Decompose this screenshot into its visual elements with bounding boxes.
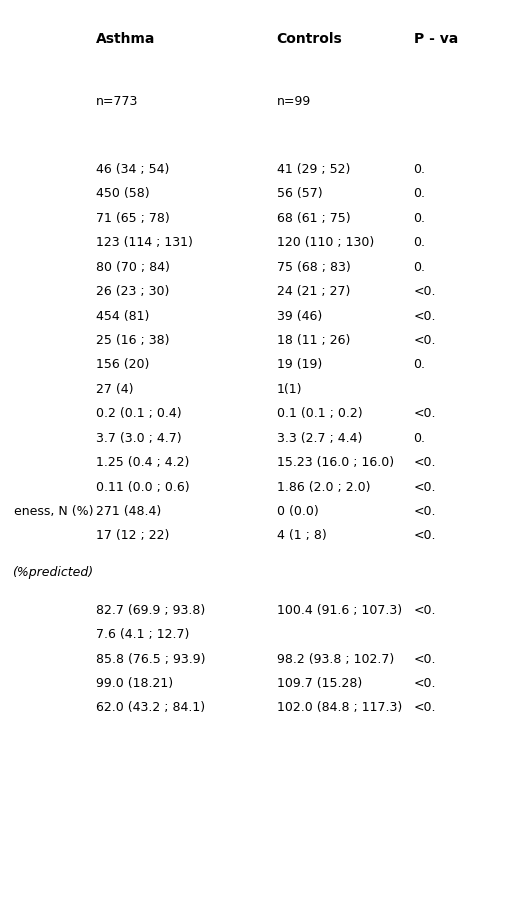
- Text: eness, N (%): eness, N (%): [13, 505, 93, 518]
- Text: 3.3 (2.7 ; 4.4): 3.3 (2.7 ; 4.4): [277, 432, 362, 444]
- Text: 46 (34 ; 54): 46 (34 ; 54): [96, 163, 169, 176]
- Text: 17 (12 ; 22): 17 (12 ; 22): [96, 529, 169, 542]
- Text: 120 (110 ; 130): 120 (110 ; 130): [277, 236, 374, 249]
- Text: <0.: <0.: [414, 310, 436, 322]
- Text: <0.: <0.: [414, 677, 436, 690]
- Text: 24 (21 ; 27): 24 (21 ; 27): [277, 285, 350, 298]
- Text: <0.: <0.: [414, 653, 436, 665]
- Text: 450 (58): 450 (58): [96, 187, 149, 200]
- Text: 71 (65 ; 78): 71 (65 ; 78): [96, 212, 170, 224]
- Text: 1.25 (0.4 ; 4.2): 1.25 (0.4 ; 4.2): [96, 456, 189, 469]
- Text: 27 (4): 27 (4): [96, 383, 133, 395]
- Text: <0.: <0.: [414, 505, 436, 518]
- Text: 26 (23 ; 30): 26 (23 ; 30): [96, 285, 169, 298]
- Text: <0.: <0.: [414, 407, 436, 420]
- Text: <0.: <0.: [414, 701, 436, 714]
- Text: 100.4 (91.6 ; 107.3): 100.4 (91.6 ; 107.3): [277, 604, 402, 616]
- Text: <0.: <0.: [414, 334, 436, 347]
- Text: 0.11 (0.0 ; 0.6): 0.11 (0.0 ; 0.6): [96, 481, 189, 493]
- Text: 0 (0.0): 0 (0.0): [277, 505, 318, 518]
- Text: 102.0 (84.8 ; 117.3): 102.0 (84.8 ; 117.3): [277, 701, 402, 714]
- Text: 271 (48.4): 271 (48.4): [96, 505, 161, 518]
- Text: 0.: 0.: [414, 212, 425, 224]
- Text: 1(1): 1(1): [277, 383, 302, 395]
- Text: 62.0 (43.2 ; 84.1): 62.0 (43.2 ; 84.1): [96, 701, 205, 714]
- Text: P - va: P - va: [414, 32, 458, 45]
- Text: 0.: 0.: [414, 163, 425, 176]
- Text: 15.23 (16.0 ; 16.0): 15.23 (16.0 ; 16.0): [277, 456, 394, 469]
- Text: 98.2 (93.8 ; 102.7): 98.2 (93.8 ; 102.7): [277, 653, 394, 665]
- Text: 454 (81): 454 (81): [96, 310, 149, 322]
- Text: <0.: <0.: [414, 604, 436, 616]
- Text: 19 (19): 19 (19): [277, 358, 322, 371]
- Text: Asthma: Asthma: [96, 32, 155, 45]
- Text: n=99: n=99: [277, 95, 311, 108]
- Text: 99.0 (18.21): 99.0 (18.21): [96, 677, 173, 690]
- Text: 109.7 (15.28): 109.7 (15.28): [277, 677, 362, 690]
- Text: 0.1 (0.1 ; 0.2): 0.1 (0.1 ; 0.2): [277, 407, 362, 420]
- Text: 56 (57): 56 (57): [277, 187, 322, 200]
- Text: 0.: 0.: [414, 261, 425, 273]
- Text: 80 (70 ; 84): 80 (70 ; 84): [96, 261, 170, 273]
- Text: Controls: Controls: [277, 32, 342, 45]
- Text: 25 (16 ; 38): 25 (16 ; 38): [96, 334, 169, 347]
- Text: 0.: 0.: [414, 187, 425, 200]
- Text: 39 (46): 39 (46): [277, 310, 322, 322]
- Text: 0.: 0.: [414, 236, 425, 249]
- Text: (%predicted): (%predicted): [12, 566, 93, 578]
- Text: 82.7 (69.9 ; 93.8): 82.7 (69.9 ; 93.8): [96, 604, 205, 616]
- Text: <0.: <0.: [414, 481, 436, 493]
- Text: 1.86 (2.0 ; 2.0): 1.86 (2.0 ; 2.0): [277, 481, 370, 493]
- Text: 123 (114 ; 131): 123 (114 ; 131): [96, 236, 192, 249]
- Text: <0.: <0.: [414, 285, 436, 298]
- Text: 4 (1 ; 8): 4 (1 ; 8): [277, 529, 326, 542]
- Text: <0.: <0.: [414, 529, 436, 542]
- Text: 156 (20): 156 (20): [96, 358, 149, 371]
- Text: 68 (61 ; 75): 68 (61 ; 75): [277, 212, 350, 224]
- Text: 0.2 (0.1 ; 0.4): 0.2 (0.1 ; 0.4): [96, 407, 181, 420]
- Text: 75 (68 ; 83): 75 (68 ; 83): [277, 261, 351, 273]
- Text: 18 (11 ; 26): 18 (11 ; 26): [277, 334, 350, 347]
- Text: 41 (29 ; 52): 41 (29 ; 52): [277, 163, 350, 176]
- Text: 3.7 (3.0 ; 4.7): 3.7 (3.0 ; 4.7): [96, 432, 181, 444]
- Text: 7.6 (4.1 ; 12.7): 7.6 (4.1 ; 12.7): [96, 628, 189, 641]
- Text: 0.: 0.: [414, 432, 425, 444]
- Text: 85.8 (76.5 ; 93.9): 85.8 (76.5 ; 93.9): [96, 653, 205, 665]
- Text: 0.: 0.: [414, 358, 425, 371]
- Text: <0.: <0.: [414, 456, 436, 469]
- Text: n=773: n=773: [96, 95, 138, 108]
